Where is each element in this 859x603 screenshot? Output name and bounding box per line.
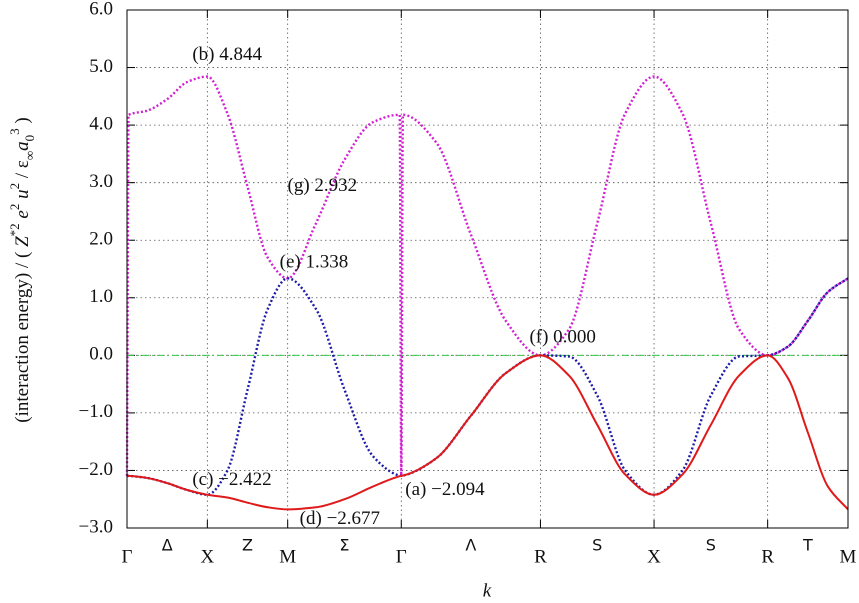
segment-label: S bbox=[706, 536, 716, 555]
y-tick-label: −3.0 bbox=[79, 516, 113, 537]
x-tick-label: M bbox=[279, 546, 296, 567]
y-tick-label: 5.0 bbox=[89, 56, 113, 77]
y-tick-label: 4.0 bbox=[89, 113, 113, 134]
series-line bbox=[126, 277, 849, 496]
segment-label: T bbox=[802, 536, 813, 555]
x-tick-label: X bbox=[200, 546, 214, 567]
x-axis-label: k bbox=[483, 580, 492, 601]
y-axis-label-part: Z bbox=[12, 236, 33, 247]
x-tick-label: Γ bbox=[122, 546, 133, 567]
y-axis-label-part: 0 bbox=[22, 135, 37, 142]
y-axis-label-part: u bbox=[12, 189, 33, 203]
segment-label: S bbox=[592, 536, 602, 555]
segment-label: Z bbox=[242, 536, 253, 555]
series-line bbox=[126, 354, 849, 511]
y-axis-label-part: *2 bbox=[7, 223, 22, 236]
y-tick-label: −2.0 bbox=[79, 459, 113, 480]
y-axis-label-part: 3 bbox=[7, 128, 22, 135]
y-tick-label: 6.0 bbox=[89, 0, 113, 19]
y-axis-label-part: ) bbox=[12, 117, 33, 128]
segment-label: Λ bbox=[465, 536, 476, 555]
y-axis-label-part: / ε bbox=[12, 160, 33, 183]
y-axis-label-part: 2 bbox=[7, 183, 22, 190]
segment-label: Δ bbox=[162, 536, 173, 555]
annotation: (b) 4.844 bbox=[192, 44, 262, 65]
y-tick-label: 2.0 bbox=[89, 229, 113, 250]
y-tick-label: 1.0 bbox=[89, 286, 113, 307]
annotation: (c) −2.422 bbox=[192, 469, 271, 490]
annotation: (e) 1.338 bbox=[280, 252, 349, 273]
y-axis-label-part: ∞ bbox=[22, 151, 37, 160]
y-axis-label: (interaction energy) / ( Z*2 e2 u2 / ε∞a… bbox=[7, 117, 37, 423]
x-tick-label: M bbox=[840, 546, 857, 567]
y-axis-label-part: 2 bbox=[7, 204, 22, 211]
annotation: (g) 2.932 bbox=[288, 175, 358, 196]
x-tick-label: R bbox=[761, 546, 774, 567]
annotation: (a) −2.094 bbox=[405, 479, 485, 500]
annotation: (d) −2.677 bbox=[300, 508, 380, 529]
x-tick-label: X bbox=[647, 546, 661, 567]
plot-frame bbox=[126, 9, 849, 529]
segment-label: Σ bbox=[339, 536, 349, 555]
y-axis-label-part: a bbox=[12, 141, 33, 151]
x-tick-label: R bbox=[534, 546, 547, 567]
y-tick-label: 3.0 bbox=[89, 171, 113, 192]
series-line bbox=[125, 75, 849, 478]
y-tick-label: −1.0 bbox=[79, 401, 113, 422]
annotation: (f) 0.000 bbox=[529, 327, 595, 348]
y-axis-label-part: (interaction energy) / ( bbox=[12, 247, 33, 423]
y-axis-label-part: e bbox=[12, 210, 33, 223]
x-tick-label: Γ bbox=[396, 546, 407, 567]
y-tick-label: 0.0 bbox=[89, 344, 113, 365]
